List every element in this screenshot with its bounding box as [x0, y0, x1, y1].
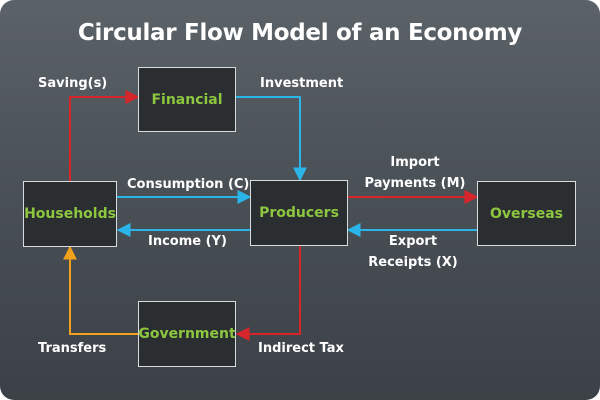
transfers-arrow — [63, 245, 138, 335]
producers-node: Producers — [250, 180, 348, 246]
savings-arrow — [69, 90, 140, 181]
consumption-label: Consumption (C) — [127, 177, 250, 192]
import-label-line1: Import — [390, 155, 440, 170]
income-label: Income (Y) — [148, 234, 227, 249]
investment-arrow — [236, 96, 307, 182]
government-node: Government — [138, 301, 236, 367]
financial-node: Financial — [138, 67, 236, 132]
export-label: Export Receipts (X) — [358, 231, 468, 273]
import-label: Import Payments (M) — [360, 152, 470, 194]
households-node: Households — [23, 181, 117, 247]
diagram-title: Circular Flow Model of an Economy — [77, 20, 523, 46]
indirect-tax-arrow — [235, 246, 301, 341]
indirect-tax-label: Indirect Tax — [258, 341, 344, 356]
import-label-line2: Payments (M) — [364, 176, 466, 191]
export-label-line1: Export — [388, 234, 438, 249]
transfers-label: Transfers — [38, 341, 107, 356]
investment-label: Investment — [260, 76, 344, 91]
export-label-line2: Receipts (X) — [368, 255, 458, 270]
savings-label: Saving(s) — [38, 76, 108, 91]
overseas-node: Overseas — [477, 181, 576, 246]
